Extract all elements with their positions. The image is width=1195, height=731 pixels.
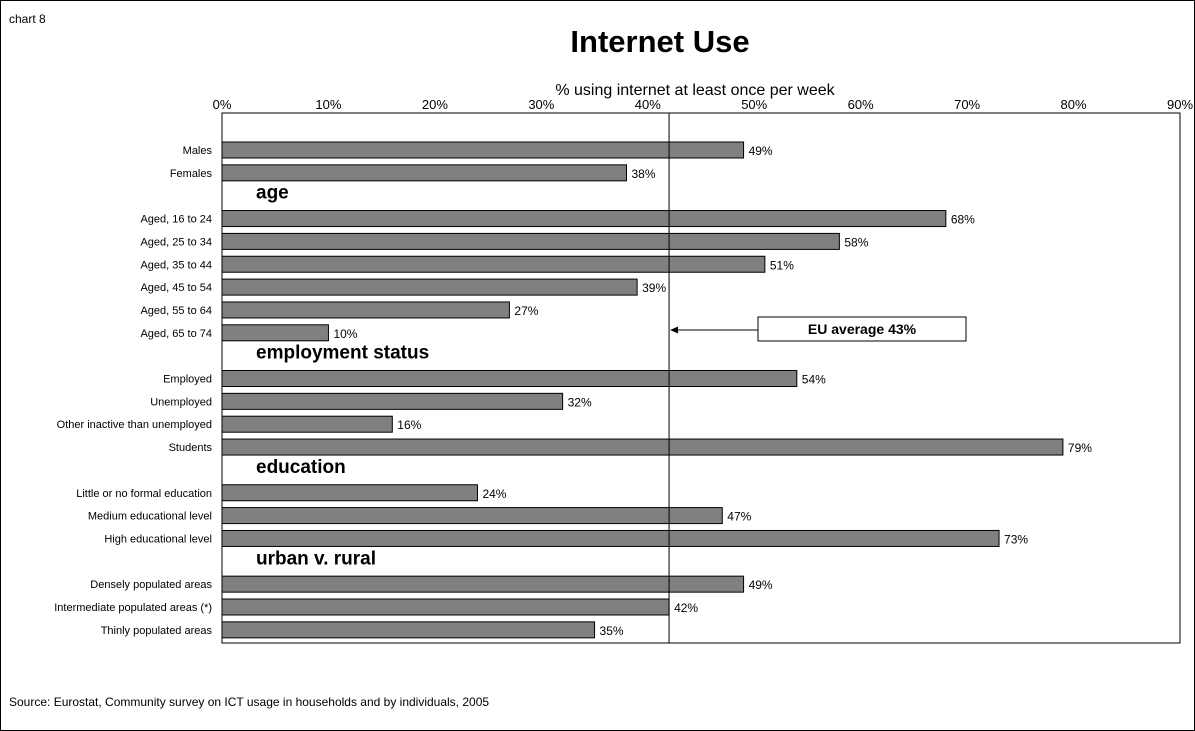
category-label: Aged, 16 to 24 [140, 214, 212, 226]
section-heading: urban v. rural [256, 548, 376, 569]
x-tick-label: 80% [1061, 97, 1087, 112]
bar [221, 392, 564, 410]
bar [221, 324, 329, 342]
bar [221, 529, 1000, 547]
category-label: Students [169, 442, 213, 454]
data-label: 73% [1004, 532, 1028, 546]
bar [221, 507, 723, 525]
bar [221, 301, 510, 319]
section-heading: education [256, 457, 346, 478]
annotation-arrowhead [670, 326, 679, 334]
category-label: Aged, 65 to 74 [140, 328, 212, 340]
data-label: 79% [1068, 441, 1092, 455]
x-tick-label: 60% [848, 97, 874, 112]
x-tick-label: 30% [528, 97, 554, 112]
annotation-label: EU average 43% [808, 321, 917, 337]
data-label: 49% [749, 578, 773, 592]
data-label: 27% [514, 304, 538, 318]
chart-tag: chart 8 [9, 12, 46, 26]
x-tick-label: 20% [422, 97, 448, 112]
category-label: Other inactive than unemployed [57, 419, 212, 431]
reference-group: EU average 43% [668, 113, 967, 643]
source-note: Source: Eurostat, Community survey on IC… [9, 695, 490, 709]
category-label: Little or no formal education [76, 488, 212, 500]
x-tick-label: 90% [1167, 97, 1193, 112]
x-tick-label: 50% [741, 97, 767, 112]
x-tick-label: 70% [954, 97, 980, 112]
x-tick-label: 0% [213, 97, 232, 112]
category-label: Aged, 45 to 54 [140, 282, 212, 294]
category-label: Intermediate populated areas (*) [54, 602, 212, 614]
category-label: Densely populated areas [90, 579, 212, 591]
annotation-box [757, 316, 967, 342]
category-label: Unemployed [150, 396, 212, 408]
bar [221, 255, 766, 273]
data-label: 39% [642, 281, 666, 295]
data-label: 68% [951, 213, 975, 227]
category-label: Males [183, 145, 213, 157]
x-axis-ticks: 0% 10% 20% 30% 40% 50% 60% 70% 80% 90% [213, 97, 1193, 644]
category-label: Thinly populated areas [101, 625, 213, 637]
category-label: Aged, 35 to 44 [140, 259, 212, 271]
data-label: 32% [568, 395, 592, 409]
section-heading: age [256, 183, 289, 204]
category-label: High educational level [104, 533, 212, 545]
bar [221, 598, 670, 616]
bar [221, 575, 745, 593]
bar [221, 415, 393, 433]
bar [221, 370, 798, 387]
data-label: 58% [844, 235, 868, 249]
section-heading: employment status [256, 343, 429, 364]
data-label: 16% [397, 418, 421, 432]
bar [221, 164, 627, 182]
bar [221, 438, 1064, 456]
chart-title: Internet Use [570, 24, 750, 59]
data-label: 51% [770, 258, 794, 272]
chart-subtitle: % using internet at least once per week [555, 82, 835, 99]
chart-rows: Males 49% Females 38% age Aged, 16 to 24 68% Ag… [54, 141, 1092, 639]
category-label: Aged, 25 to 34 [140, 236, 212, 248]
bar [221, 484, 478, 502]
x-tick-label: 10% [315, 97, 341, 112]
data-label: 24% [482, 487, 506, 501]
bar [221, 278, 638, 296]
category-label: Employed [163, 374, 212, 386]
bar [221, 621, 596, 639]
data-label: 49% [749, 144, 773, 158]
x-tick-label: 40% [635, 97, 661, 112]
category-label: Aged, 55 to 64 [140, 305, 212, 317]
bar [221, 210, 947, 228]
data-label: 47% [727, 510, 751, 524]
data-label: 42% [674, 601, 698, 615]
category-label: Females [170, 168, 213, 180]
data-label: 10% [333, 327, 357, 341]
data-label: 35% [600, 624, 624, 638]
category-label: Medium educational level [88, 511, 212, 523]
data-label: 54% [802, 373, 826, 387]
bar [221, 141, 745, 159]
data-label: 38% [631, 167, 655, 181]
bar [221, 232, 840, 250]
